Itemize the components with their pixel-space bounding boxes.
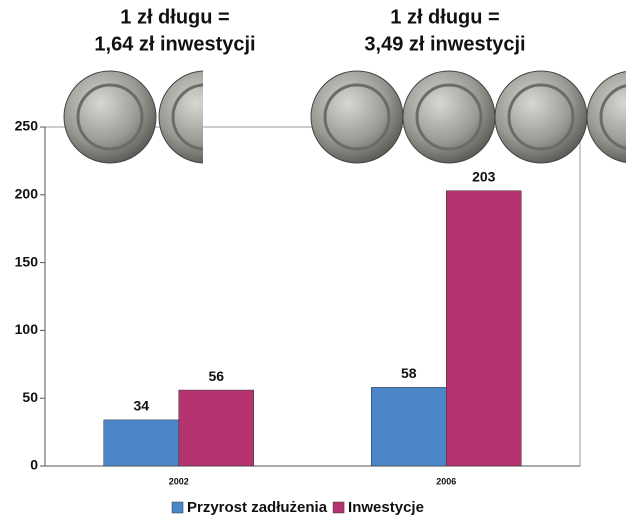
x-tick-label: 2006 <box>436 476 456 486</box>
legend-swatch <box>332 501 345 514</box>
coin-ring <box>171 83 203 151</box>
coin-ring <box>599 84 626 150</box>
annotation: 1,64 zł inwestycji <box>94 33 255 55</box>
y-tick-label: 50 <box>22 389 38 405</box>
legend-label: Przyrost zadłużenia <box>187 499 328 516</box>
bar <box>446 190 522 467</box>
annotations: Przyrost zadłużenia Inwestycje 1 zł długu … <box>94 6 525 516</box>
annotation: 3,49 zł inwestycji <box>364 33 525 55</box>
y-tick-label: 200 <box>15 186 39 202</box>
value-label: 203 <box>472 168 496 184</box>
coin-group <box>310 70 626 164</box>
bar <box>178 389 254 467</box>
coin-images <box>63 70 626 164</box>
value-label: 58 <box>401 365 417 381</box>
legend-swatch <box>171 501 184 514</box>
coin-group <box>63 70 203 164</box>
x-tick-label: 2002 <box>169 476 189 486</box>
coin-ring <box>323 83 391 151</box>
y-tick-label: 250 <box>15 118 39 134</box>
legend-label: Inwestycje <box>348 499 424 516</box>
coin-ring <box>507 83 575 151</box>
value-label: 34 <box>133 398 149 414</box>
annotation: 1 zł długu = <box>120 6 229 28</box>
coin-ring <box>415 83 483 151</box>
value-label: 56 <box>208 368 224 384</box>
y-tick-label: 150 <box>15 253 39 269</box>
y-tick-label: 0 <box>30 457 38 473</box>
plot-area: 0 50 100 150 200 250 2002 34 56 2006 58 203 <box>15 118 581 486</box>
annotation: 1 zł długu = <box>390 6 499 28</box>
coin <box>586 71 626 163</box>
coin <box>158 70 203 164</box>
coin-ring <box>76 83 144 151</box>
y-tick-label: 100 <box>15 321 39 337</box>
bar <box>371 387 447 467</box>
bar <box>103 419 179 467</box>
